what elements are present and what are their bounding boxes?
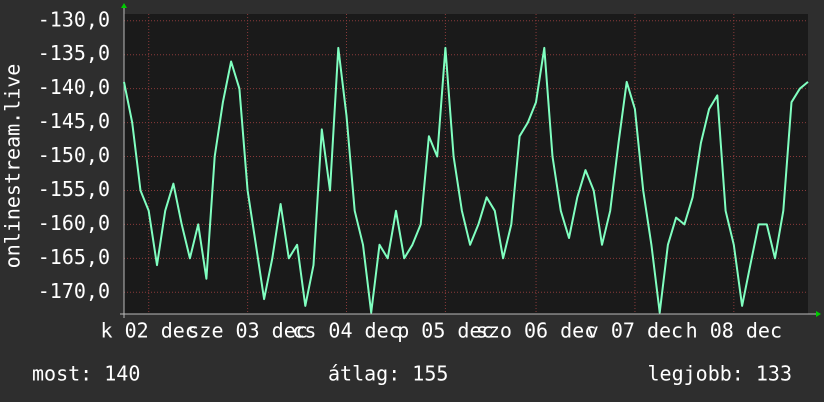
y-tick-label: -155,0 <box>38 177 110 201</box>
stat-average: átlag: 155 <box>328 362 448 386</box>
y-axis-title: onlinestream.live <box>1 64 25 269</box>
x-tick-label: h 08 dec <box>686 319 782 343</box>
y-tick-label: -145,0 <box>38 109 110 133</box>
plot-area <box>124 14 808 314</box>
x-tick-label: k 02 dec <box>101 319 197 343</box>
x-tick-label: p 05 dec <box>397 319 493 343</box>
y-tick-label: -160,0 <box>38 211 110 235</box>
x-tick-label: sze 03 dec <box>187 319 307 343</box>
stat-best: legjobb: 133 <box>648 362 793 386</box>
y-tick-label: -165,0 <box>38 245 110 269</box>
x-tick-label: cs 04 dec <box>292 319 400 343</box>
y-tick-label: -150,0 <box>38 143 110 167</box>
stat-current: most: 140 <box>32 362 140 386</box>
x-tick-label: v 07 dec <box>587 319 683 343</box>
axis-arrow <box>121 3 127 8</box>
y-tick-label: -130,0 <box>38 7 110 31</box>
x-tick-label: szo 06 dec <box>476 319 596 343</box>
axis-arrow <box>816 311 821 317</box>
data-line <box>123 46 809 314</box>
y-tick-label: -135,0 <box>38 41 110 65</box>
y-tick-label: -140,0 <box>38 75 110 99</box>
y-tick-label: -170,0 <box>38 279 110 303</box>
